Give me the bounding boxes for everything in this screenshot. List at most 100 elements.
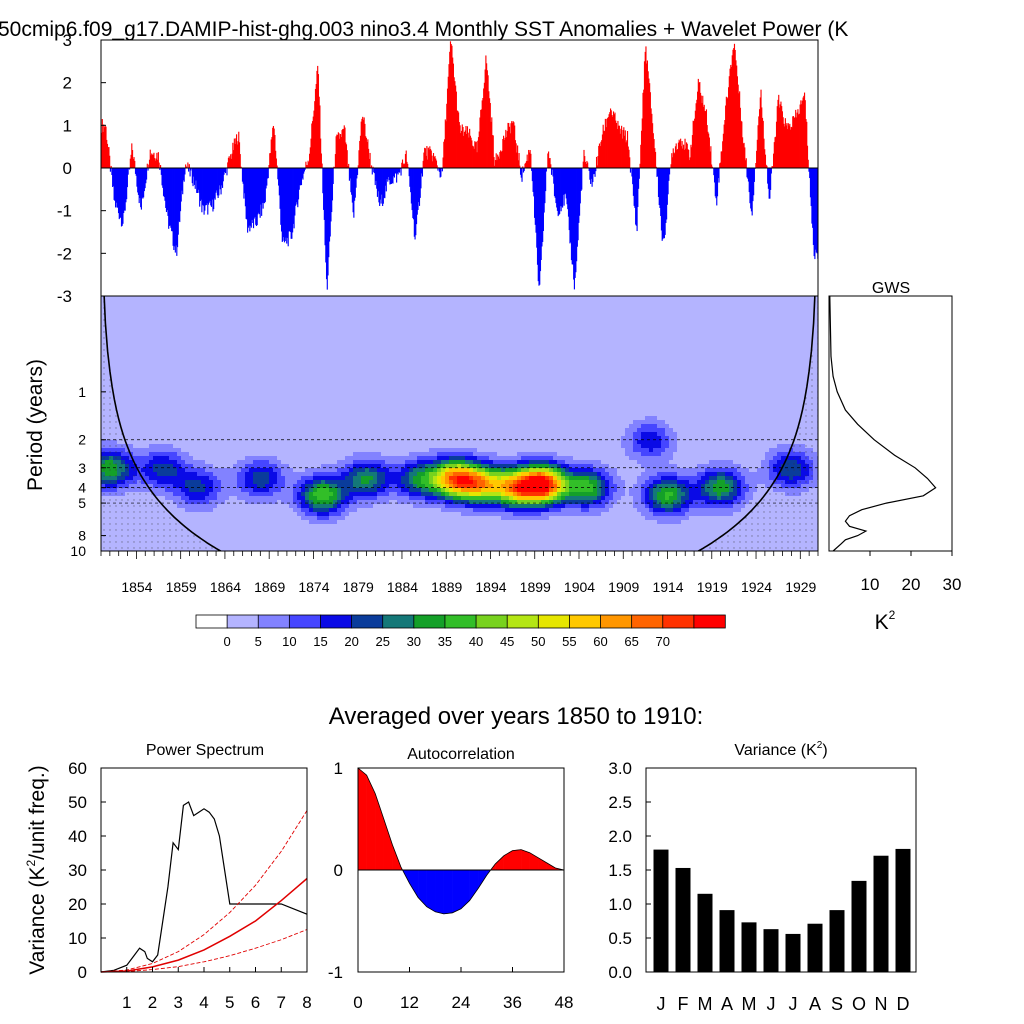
sst-anomaly-bar bbox=[459, 125, 461, 168]
wavelet-power-cell bbox=[321, 324, 326, 329]
wavelet-power-cell bbox=[209, 368, 214, 373]
wavelet-power-cell bbox=[369, 304, 374, 309]
wavelet-power-cell bbox=[565, 376, 570, 381]
sst-anomaly-bar bbox=[152, 154, 154, 168]
wavelet-power-cell bbox=[569, 360, 574, 365]
wavelet-power-cell bbox=[649, 312, 654, 317]
sst-anomaly-bar bbox=[674, 153, 676, 168]
sst-anomaly-bar bbox=[778, 94, 780, 168]
wavelet-power-cell bbox=[661, 360, 666, 365]
sst-anomaly-bar bbox=[426, 146, 428, 168]
wavelet-power-cell bbox=[525, 328, 530, 333]
wavelet-power-cell bbox=[333, 308, 338, 313]
wavelet-power-cell bbox=[249, 384, 254, 389]
wavelet-power-cell bbox=[733, 368, 738, 373]
wavelet-power-cell bbox=[805, 300, 810, 305]
wavelet-power-cell bbox=[745, 300, 750, 305]
wavelet-power-cell bbox=[401, 380, 406, 385]
wavelet-power-cell bbox=[553, 300, 558, 305]
sst-anomaly-bar bbox=[718, 168, 720, 183]
wavelet-power-cell bbox=[689, 300, 694, 305]
wavelet-power-cell bbox=[661, 324, 666, 329]
sst-anomaly-bar bbox=[193, 168, 195, 177]
wavelet-power-cell bbox=[441, 328, 446, 333]
sst-anomaly-bar bbox=[533, 168, 535, 197]
sst-anomaly-bar bbox=[609, 112, 611, 168]
sst-anomaly-bar bbox=[109, 155, 111, 168]
wavelet-power-cell bbox=[553, 308, 558, 313]
wavelet-power-cell bbox=[521, 328, 526, 333]
wavelet-power-cell bbox=[237, 372, 242, 377]
wavelet-power-cell bbox=[697, 336, 702, 341]
wavelet-power-cell bbox=[649, 320, 654, 325]
wavelet-power-cell bbox=[377, 340, 382, 345]
wavelet-power-cell bbox=[649, 316, 654, 321]
wavelet-power-cell bbox=[713, 316, 718, 321]
sst-anomaly-bar bbox=[769, 168, 771, 199]
wavelet-power-cell bbox=[597, 368, 602, 373]
wavelet-power-cell bbox=[537, 368, 542, 373]
wavelet-power-cell bbox=[349, 368, 354, 373]
wavelet-power-cell bbox=[417, 368, 422, 373]
wavelet-power-cell bbox=[773, 380, 778, 385]
wavelet-power-cell bbox=[173, 360, 178, 365]
wavelet-power-cell bbox=[581, 300, 586, 305]
sst-anomaly-bar bbox=[452, 63, 454, 168]
wavelet-power-cell bbox=[421, 320, 426, 325]
wavelet-power-cell bbox=[545, 340, 550, 345]
wavelet-power-cell bbox=[793, 372, 798, 377]
wavelet-power-cell bbox=[137, 312, 142, 317]
wavelet-power-cell bbox=[121, 372, 126, 377]
wavelet-power-cell bbox=[417, 348, 422, 353]
sst-anomaly-bar bbox=[396, 168, 398, 174]
sst-anomaly-bar bbox=[458, 112, 460, 168]
sst-anomaly-bar bbox=[246, 168, 248, 220]
sst-anomaly-bar bbox=[713, 168, 716, 183]
wavelet-power-cell bbox=[141, 296, 146, 301]
sst-anomaly-bar bbox=[299, 168, 301, 186]
sst-anomaly-bar bbox=[239, 154, 241, 168]
wavelet-power-cell bbox=[149, 328, 154, 333]
wavelet-power-cell bbox=[693, 348, 698, 353]
wavelet-power-cell bbox=[429, 308, 434, 313]
wavelet-power-cell bbox=[569, 316, 574, 321]
wavelet-power-cell bbox=[365, 340, 370, 345]
wavelet-power-cell bbox=[337, 376, 342, 381]
wavelet-power-cell bbox=[141, 352, 146, 357]
wavelet-power-cell bbox=[653, 332, 658, 337]
wavelet-power-cell bbox=[521, 344, 526, 349]
wavelet-power-cell bbox=[417, 336, 422, 341]
wavelet-power-cell bbox=[441, 312, 446, 317]
wavelet-power-cell bbox=[217, 372, 222, 377]
wavelet-power-cell bbox=[377, 356, 382, 361]
sst-anomaly-bar bbox=[178, 168, 180, 222]
wavelet-power-cell bbox=[293, 300, 298, 305]
wavelet-power-cell bbox=[513, 348, 518, 353]
wavelet-power-cell bbox=[449, 340, 454, 345]
wavelet-power-cell bbox=[305, 360, 310, 365]
wavelet-power-cell bbox=[181, 356, 186, 361]
sst-anomaly-bar bbox=[343, 125, 345, 168]
wavelet-power-cell bbox=[261, 304, 266, 309]
sst-anomaly-bar bbox=[812, 168, 814, 245]
wavelet-power-cell bbox=[505, 332, 510, 337]
sst-anomaly-bar bbox=[337, 135, 339, 168]
sst-anomaly-bar bbox=[537, 168, 539, 282]
sst-anomaly-bar bbox=[317, 65, 319, 168]
wavelet-power-cell bbox=[461, 300, 466, 305]
wavelet-power-cell bbox=[581, 368, 586, 373]
wavelet-power-cell bbox=[449, 316, 454, 321]
wavelet-power-cell bbox=[269, 356, 274, 361]
sst-anomaly-bar bbox=[314, 88, 317, 168]
wavelet-power-cell bbox=[341, 316, 346, 321]
wavelet-power-cell bbox=[453, 328, 458, 333]
wavelet-power-cell bbox=[749, 368, 754, 373]
sst-anomaly-bar bbox=[629, 168, 632, 173]
wavelet-power-cell bbox=[129, 384, 134, 389]
wavelet-power-cell bbox=[181, 340, 186, 345]
sst-anomaly-bar bbox=[141, 168, 143, 198]
wavelet-power-cell bbox=[465, 316, 470, 321]
wavelet-power-cell bbox=[389, 336, 394, 341]
wavelet-power-cell bbox=[321, 312, 326, 317]
wavelet-power-cell bbox=[629, 296, 634, 301]
